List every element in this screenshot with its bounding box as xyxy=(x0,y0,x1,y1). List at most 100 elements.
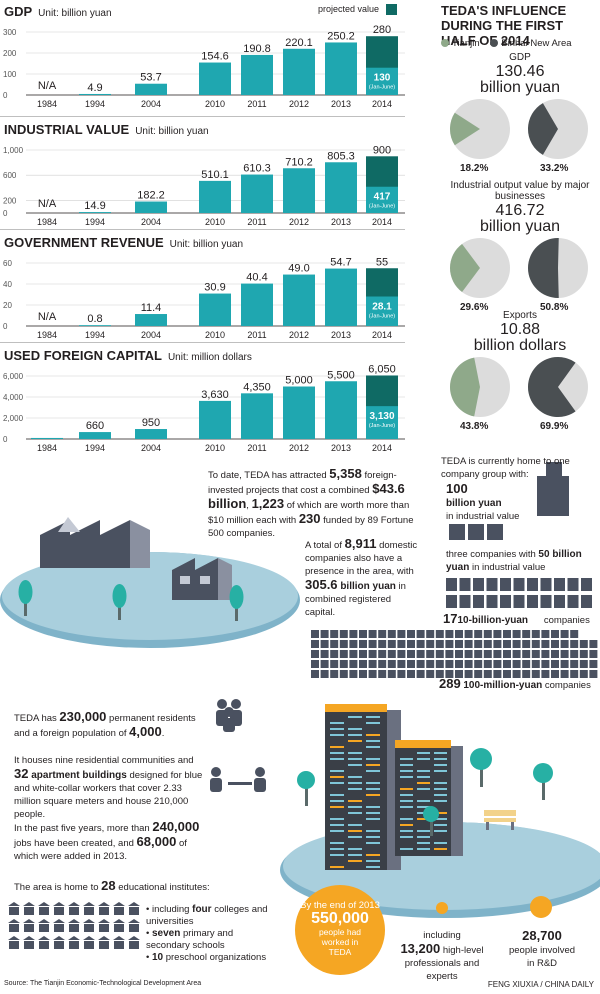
workers-icon xyxy=(210,767,266,792)
pie-metric-label: Industrial output value by major busines… xyxy=(450,180,590,202)
x-tick-label: 2011 xyxy=(247,99,266,109)
tiny-building xyxy=(416,660,425,668)
chart-title: USED FOREIGN CAPITAL Unit: million dollar… xyxy=(4,348,252,363)
t: 305.6 xyxy=(305,577,338,592)
school-roof xyxy=(68,919,80,923)
company-group-value: 100 billion yuan in industrial value xyxy=(446,482,536,523)
window xyxy=(400,794,413,796)
school-body xyxy=(114,941,124,949)
tiny-building xyxy=(330,650,339,658)
bar-value-label: 14.9 xyxy=(84,200,105,212)
medium-buildings-icon xyxy=(449,524,503,540)
tiny-building xyxy=(541,670,550,678)
window xyxy=(434,788,447,790)
school-body xyxy=(99,907,109,915)
tiny-building xyxy=(570,650,579,658)
window xyxy=(330,776,344,778)
x-tick-label: 2012 xyxy=(289,99,309,109)
bar-value-label: 6,050 xyxy=(368,363,396,375)
apartment-building-icon xyxy=(325,704,401,870)
window xyxy=(366,770,380,772)
tiny-building xyxy=(359,640,367,648)
window xyxy=(330,758,344,760)
school-roof xyxy=(113,902,125,906)
window xyxy=(366,746,380,748)
tiny-building xyxy=(522,650,531,658)
window xyxy=(400,764,413,766)
tiny-building xyxy=(435,650,444,658)
school-roof xyxy=(68,902,80,906)
window xyxy=(366,788,380,790)
pie-metric-unit: billion dollars xyxy=(473,337,567,354)
x-tick-label: 1994 xyxy=(85,217,105,227)
window xyxy=(330,818,344,820)
small-building xyxy=(540,578,552,591)
window xyxy=(330,848,344,850)
t: In the past five years, more than xyxy=(14,823,153,834)
y-tick-label: 60 xyxy=(3,259,12,268)
x-tick-label: 1984 xyxy=(37,217,57,227)
tiny-building xyxy=(541,630,550,638)
sub-bar xyxy=(366,406,398,439)
tianjin-slice xyxy=(450,243,480,293)
chart-unit: Unit: billion yuan xyxy=(135,126,209,137)
tiny-building xyxy=(503,650,511,658)
window xyxy=(417,776,430,778)
tree-icon-3 xyxy=(229,585,244,621)
tiny-building xyxy=(483,650,492,658)
t: 230 xyxy=(298,511,321,526)
school-roof xyxy=(53,902,65,906)
t: 17 xyxy=(443,611,458,626)
t: 100-million-yuan xyxy=(463,680,543,691)
school-body xyxy=(69,907,79,915)
t: people involved in R&D xyxy=(508,945,576,969)
bar xyxy=(135,314,167,326)
tiny-building xyxy=(397,630,406,638)
x-tick-label: 2010 xyxy=(205,443,225,453)
y-tick-label: 200 xyxy=(3,196,17,205)
pie-metric-value: 416.72 xyxy=(495,202,545,219)
school-body xyxy=(129,924,139,932)
tiny-building xyxy=(339,630,348,638)
tiny-building xyxy=(551,640,559,648)
chart-divider xyxy=(0,342,405,343)
bar-value-label: 182.2 xyxy=(137,190,165,202)
y-tick-label: 200 xyxy=(3,49,17,58)
t: in combined registered capital. xyxy=(305,581,406,618)
tiny-building xyxy=(522,630,531,638)
small-buildings-icon xyxy=(446,578,592,608)
tiny-building xyxy=(483,630,492,638)
bar-value-label: 805.3 xyxy=(327,150,355,162)
bar-value-label: 250.2 xyxy=(327,30,355,42)
window xyxy=(348,764,362,766)
x-tick-label: 2004 xyxy=(141,330,161,340)
t: A total of xyxy=(305,540,345,551)
tiny-building xyxy=(416,630,425,638)
x-tick-label: 2010 xyxy=(205,330,225,340)
side-title: TEDA'S INFLUENCE DURING THE FIRST HALF O… xyxy=(441,3,567,48)
small-building xyxy=(486,595,498,608)
window xyxy=(434,800,447,802)
x-tick-label: 2014 xyxy=(372,443,392,453)
tiny-building xyxy=(445,660,454,668)
t: The area is home to xyxy=(14,882,102,893)
pie-pair xyxy=(450,99,588,159)
school-body xyxy=(129,941,139,949)
t: To date, TEDA has attracted xyxy=(208,470,330,481)
pie-metric-unit: billion yuan xyxy=(479,79,561,96)
bar-value-label: 55 xyxy=(376,256,388,268)
t: $43.6 billion xyxy=(208,481,405,511)
tiny-building xyxy=(339,650,348,658)
t: • including xyxy=(146,904,193,915)
t: . xyxy=(161,728,165,739)
window xyxy=(366,830,380,832)
window xyxy=(348,812,362,814)
window xyxy=(400,776,413,778)
tiny-building xyxy=(474,660,483,668)
x-tick-label: 2010 xyxy=(205,99,225,109)
tiny-building xyxy=(589,640,598,648)
tiny-building xyxy=(368,670,377,678)
tiny-building xyxy=(541,650,550,658)
bar xyxy=(79,432,111,439)
school-roof xyxy=(8,902,20,906)
